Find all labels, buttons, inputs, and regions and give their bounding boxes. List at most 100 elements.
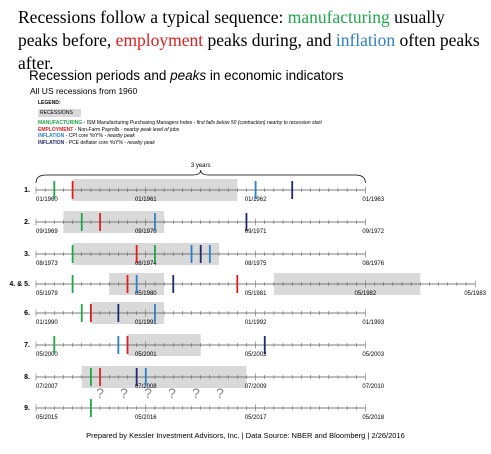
tick-label: 05/2016 bbox=[135, 415, 157, 421]
tick-label: 07/2010 bbox=[362, 384, 384, 390]
tick-label: 05/2003 bbox=[362, 352, 384, 358]
tick-label: 05/1981 bbox=[245, 291, 267, 297]
tick-label: 01/1990 bbox=[36, 320, 58, 326]
tick-label: 09/1970 bbox=[135, 229, 157, 235]
inflation-marker bbox=[254, 181, 257, 199]
inflation-marker bbox=[144, 368, 147, 386]
headline: Recessions follow a typical sequence: ma… bbox=[18, 6, 488, 75]
headline-text: usually peaks before, bbox=[18, 7, 445, 50]
tick-label: 05/2018 bbox=[362, 415, 384, 421]
tick-label: 08/1973 bbox=[36, 261, 58, 267]
employment-marker bbox=[99, 213, 101, 231]
footer-credit: Prepared by Kessler Investment Advisors,… bbox=[86, 431, 405, 440]
row-label: 8. bbox=[24, 374, 30, 381]
row-label: 9. bbox=[24, 405, 30, 412]
tick-label: 05/2017 bbox=[245, 415, 267, 421]
tick-label: 01/1960 bbox=[36, 197, 58, 203]
row-label: 7. bbox=[24, 342, 30, 349]
pce-marker bbox=[263, 336, 266, 354]
headline-text: Recessions follow a typical sequence: bbox=[18, 7, 288, 27]
row-label: 6. bbox=[24, 310, 30, 317]
headline-text: often peaks after. bbox=[18, 30, 480, 73]
tick-label: 01/1962 bbox=[245, 197, 267, 203]
tick-label: 08/1976 bbox=[362, 261, 384, 267]
tick-label: 05/1979 bbox=[36, 291, 58, 297]
employment-marker bbox=[126, 275, 129, 293]
tick-label: 07/2009 bbox=[245, 384, 267, 390]
span-bracket bbox=[35, 169, 366, 184]
question-mark: ? bbox=[120, 385, 128, 401]
inflation-marker bbox=[190, 245, 193, 263]
pce-marker bbox=[199, 245, 202, 263]
tick-label: 05/1983 bbox=[464, 291, 486, 297]
legend-title: LEGEND: bbox=[38, 100, 61, 106]
pce-marker bbox=[117, 304, 120, 322]
tick-label: 09/1972 bbox=[362, 229, 384, 235]
tick-label: 09/1971 bbox=[245, 229, 267, 235]
headline-employment: employment bbox=[115, 30, 204, 50]
inflation-marker bbox=[154, 304, 156, 322]
headline-text: peaks during, and bbox=[203, 30, 336, 50]
manufacturing-marker bbox=[71, 275, 74, 293]
tick-label: 08/1975 bbox=[245, 261, 267, 267]
inflation-marker bbox=[154, 213, 156, 231]
span-label: 3 years bbox=[191, 163, 211, 169]
question-mark: ? bbox=[96, 385, 104, 401]
manufacturing-marker bbox=[53, 181, 56, 199]
headline-inflation: inflation bbox=[335, 30, 396, 50]
manufacturing-marker bbox=[80, 304, 83, 322]
legend-item-inflation-pce: INFLATION - PCE deflator core YoY% - nea… bbox=[38, 139, 155, 146]
legend: LEGEND: RECESSIONS MANUFACTURING - ISM M… bbox=[38, 100, 322, 146]
pce-marker bbox=[172, 275, 175, 293]
chart-subtitle: All US recessions from 1960 bbox=[30, 86, 138, 96]
tick-label: 05/1980 bbox=[135, 291, 157, 297]
pce-marker bbox=[291, 181, 294, 199]
tick-label: 09/1969 bbox=[36, 229, 58, 235]
tick-label: 05/1982 bbox=[355, 291, 377, 297]
row-label: 4. & 5. bbox=[9, 281, 30, 288]
row-label: 2. bbox=[24, 219, 30, 226]
legend-item-manufacturing: MANUFACTURING - ISM Manufacturing Purcha… bbox=[38, 120, 322, 126]
tick-label: 07/2007 bbox=[36, 384, 58, 390]
tick-label: 05/2002 bbox=[245, 352, 267, 358]
tick-label: 05/2015 bbox=[36, 415, 58, 421]
legend-item-employment: EMPLOYMENT - Non-Farm Payrolls - nearby … bbox=[38, 126, 180, 133]
tick-label: 07/2008 bbox=[135, 384, 157, 390]
question-mark: ? bbox=[168, 385, 176, 401]
question-mark: ? bbox=[192, 385, 200, 401]
row-label: 1. bbox=[24, 187, 30, 194]
employment-marker bbox=[99, 368, 101, 386]
tick-label: 01/1961 bbox=[135, 197, 157, 203]
tick-label: 01/1992 bbox=[245, 320, 267, 326]
manufacturing-marker bbox=[90, 399, 92, 417]
tick-label: 01/1963 bbox=[362, 197, 384, 203]
manufacturing-marker bbox=[80, 213, 83, 231]
manufacturing-marker bbox=[154, 245, 156, 263]
row-label: 3. bbox=[24, 251, 30, 258]
pce-marker bbox=[245, 213, 248, 231]
tick-label: 08/1974 bbox=[135, 261, 157, 267]
manufacturing-marker bbox=[90, 368, 92, 386]
question-mark: ? bbox=[144, 385, 152, 401]
manufacturing-marker bbox=[71, 245, 74, 263]
tick-label: 01/1991 bbox=[135, 320, 157, 326]
inflation-marker bbox=[208, 245, 211, 263]
tick-label: 05/2000 bbox=[36, 352, 58, 358]
manufacturing-marker bbox=[53, 336, 56, 354]
employment-marker bbox=[90, 304, 92, 322]
employment-marker bbox=[236, 275, 239, 293]
employment-marker bbox=[135, 245, 138, 263]
chart-title: Recession periods and peaks in economic … bbox=[29, 68, 344, 83]
question-mark: ? bbox=[216, 385, 224, 401]
inflation-marker bbox=[117, 336, 120, 354]
legend-item-inflation-cpi: INFLATION - CPI core YoY% - nearby peak bbox=[38, 133, 135, 139]
inflation-marker bbox=[135, 275, 138, 293]
employment-marker bbox=[126, 336, 129, 354]
legend-recessions: RECESSIONS bbox=[38, 108, 81, 117]
headline-manufacturing: manufacturing bbox=[287, 7, 390, 27]
employment-marker bbox=[71, 181, 74, 199]
tick-label: 01/1993 bbox=[362, 320, 384, 326]
pce-marker bbox=[135, 368, 138, 386]
tick-label: 05/2001 bbox=[135, 352, 157, 358]
